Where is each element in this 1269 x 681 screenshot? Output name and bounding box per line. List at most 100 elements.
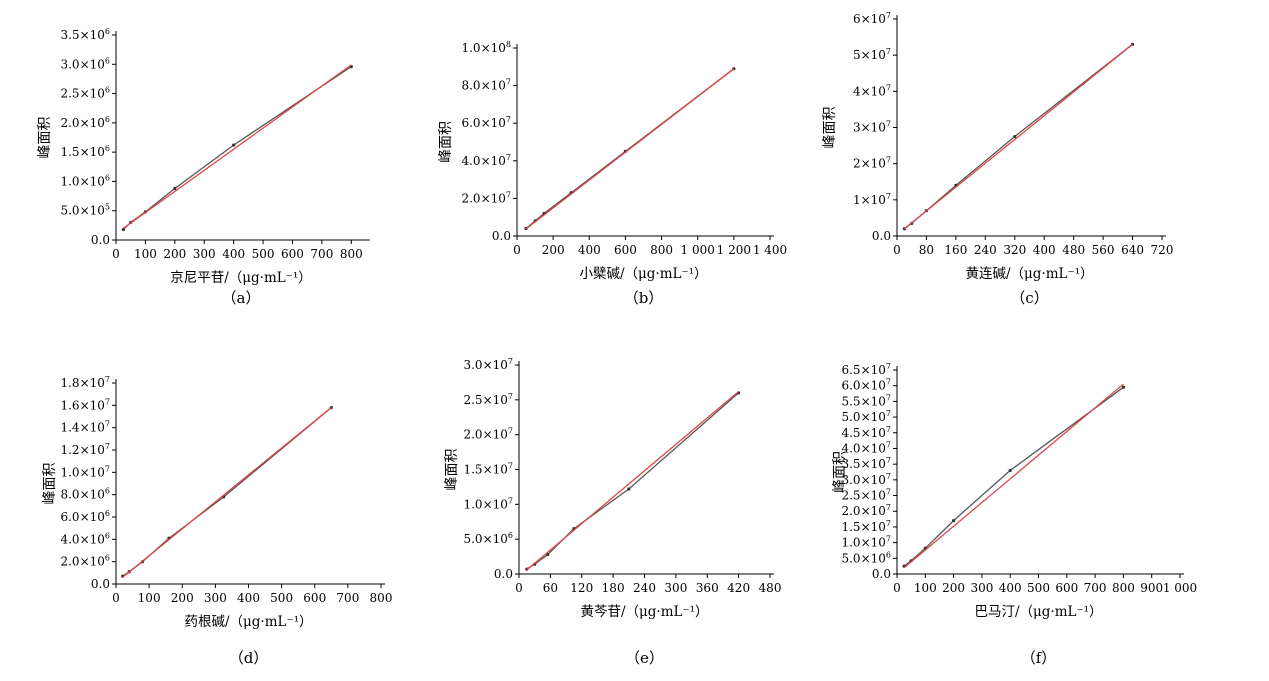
x-tick-label: 180 [602,581,625,595]
x-tick-label: 1 200 [717,243,751,257]
y-tick-exponent: 6 [105,173,110,182]
x-axis-label: 京尼平苷/（μg·mL⁻¹） [170,270,312,286]
y-tick-exponent: 7 [886,409,891,418]
x-tick-label: 0 [893,243,901,257]
x-axis-label: 小檗碱/（μg·mL⁻¹） [579,266,707,282]
data-point [1008,468,1012,473]
x-tick-label: 300 [970,581,993,595]
y-tick-exponent: 7 [886,120,891,129]
y-tick-label: 1.2×107 [60,442,110,457]
y-tick-mantissa: 8.0×10 [461,79,505,93]
y-tick-label: 6.0×107 [461,115,511,130]
y-tick-exponent: 7 [886,440,891,449]
y-tick-mantissa: 0.0 [494,567,513,581]
y-tick-label: 1.4×107 [60,420,110,435]
y-tick-mantissa: 5.0×10 [841,551,885,565]
y-tick-label: 5×107 [853,47,891,62]
y-tick-label: 6.0×107 [841,378,891,393]
y-tick-mantissa: 2.0×10 [841,504,885,518]
y-tick-mantissa: 2.0×10 [60,116,104,130]
x-axis-label: 黄芩苷/（μg·mL⁻¹） [580,604,708,620]
x-tick-label: 200 [542,243,565,257]
y-tick-mantissa: 4.0×10 [461,154,505,168]
y-tick-mantissa: 6.5×10 [841,363,885,377]
x-tick-label: 0 [513,243,521,257]
y-tick-label: 1.0×108 [461,40,511,55]
y-tick-exponent: 7 [105,397,110,406]
x-tick-label: 420 [727,581,750,595]
y-tick-label: 0.0 [91,577,110,591]
y-tick-label: 2×107 [853,156,891,171]
x-tick-label: 480 [759,581,782,595]
y-tick-exponent: 7 [508,462,513,471]
y-tick-exponent: 7 [886,503,891,512]
y-tick-label: 1.8×107 [60,375,110,390]
data-point [173,186,177,191]
y-tick-label: 1.0×107 [463,496,513,511]
y-axis-label: 峰面积 [832,451,848,493]
chart-panel-f: 0 100 200 300 400 500 600 700 800 900 1 000 0.0 5.0×… [832,362,1197,667]
y-tick-label: 1×107 [853,192,891,207]
y-tick-label: 2.0×106 [60,554,110,569]
x-tick-label: 300 [664,581,687,595]
y-tick-label: 2.0×107 [841,503,891,518]
x-tick-label: 100 [134,247,157,261]
y-tick-mantissa: 0.0 [492,229,511,243]
y-tick-label: 6.5×107 [841,362,891,377]
y-tick-exponent: 7 [506,190,511,199]
x-tick-label: 640 [1121,243,1144,257]
y-tick-mantissa: 4×10 [853,84,886,98]
x-tick-label: 240 [974,243,997,257]
y-tick-exponent: 7 [886,519,891,528]
y-tick-label: 4.0×107 [461,153,511,168]
y-axis-label: 峰面积 [438,121,454,163]
y-tick-label: 1.0×106 [60,173,110,188]
y-tick-exponent: 7 [886,11,891,20]
fit-line [122,407,332,578]
panel-caption: （f） [1021,649,1057,667]
y-tick-exponent: 6 [105,554,110,563]
x-tick-label: 0 [893,581,901,595]
chart-panel-e: 0 60 120 180 240 300 360 420 480 0.0 5.0×106 1.0×10… [444,357,781,667]
x-tick-label: 700 [336,591,359,605]
x-tick-label: 200 [163,247,186,261]
y-tick-label: 5.5×107 [841,393,891,408]
y-tick-exponent: 7 [886,535,891,544]
y-tick-mantissa: 5.0×10 [60,204,104,218]
panel-caption: （b） [624,289,664,307]
y-tick-mantissa: 3.5×10 [60,28,104,42]
y-tick-exponent: 7 [886,472,891,481]
y-tick-exponent: 7 [506,115,511,124]
fit-line [122,64,352,229]
x-tick-label: 320 [1003,243,1026,257]
y-tick-mantissa: 6.0×10 [60,510,104,524]
y-tick-mantissa: 2.0×10 [461,191,505,205]
y-tick-exponent: 7 [886,378,891,387]
y-tick-label: 1.5×106 [60,144,110,159]
y-tick-mantissa: 1.0×10 [463,497,507,511]
x-tick-label: 0 [112,591,120,605]
y-tick-mantissa: 5.5×10 [841,394,885,408]
x-tick-label: 1 400 [753,243,787,257]
data-point [232,143,236,147]
y-tick-exponent: 7 [508,496,513,505]
y-tick-exponent: 5 [105,203,110,212]
y-tick-mantissa: 1.0×10 [841,536,885,550]
x-tick-label: 600 [1055,581,1078,595]
x-tick-label: 600 [614,243,637,257]
y-tick-exponent: 7 [508,392,513,401]
y-tick-mantissa: 1.8×10 [60,376,104,390]
y-tick-label: 3.0×107 [463,357,513,372]
y-axis-label: 峰面积 [822,107,838,149]
y-tick-mantissa: 6.0×10 [841,379,885,393]
y-tick-mantissa: 6.0×10 [461,116,505,130]
y-tick-mantissa: 1.4×10 [60,421,104,435]
y-tick-label: 4.0×106 [60,531,110,546]
y-tick-mantissa: 2.5×10 [463,393,507,407]
fit-line [525,68,735,230]
y-tick-label: 8.0×106 [60,487,110,502]
x-tick-label: 500 [252,247,275,261]
y-tick-mantissa: 2.5×10 [841,489,885,503]
x-tick-label: 400 [237,591,260,605]
y-tick-label: 0.0 [872,229,891,243]
